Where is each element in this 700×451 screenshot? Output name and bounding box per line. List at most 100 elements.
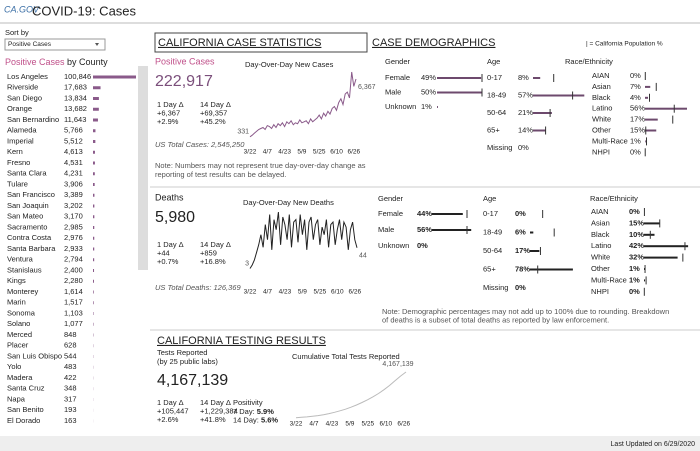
county-name: Santa Clara	[7, 169, 47, 178]
demo-pct: 42%	[629, 241, 644, 250]
demo-pct: 1%	[630, 136, 641, 145]
last-value-label: 4,167,139	[382, 361, 413, 368]
scrollbar[interactable]	[138, 66, 148, 270]
county-bar	[93, 247, 95, 251]
county-name: Orange	[7, 104, 32, 113]
county-value: 5,512	[64, 136, 83, 145]
positivity-value: 5.6%	[261, 415, 278, 424]
note: Note: Numbers may not represent true day…	[155, 161, 366, 170]
county-name: Contra Costa	[7, 233, 52, 242]
x-tick-label: 4/7	[263, 149, 272, 156]
county-bar	[93, 129, 96, 133]
demo-bar	[645, 118, 658, 121]
demo-bar	[437, 91, 482, 94]
county-value: 1,103	[64, 308, 83, 317]
demo-bar	[644, 233, 655, 236]
x-tick-label: 6/10	[331, 289, 344, 296]
demo-bar	[645, 129, 657, 132]
delta-label: 14 Day Δ	[200, 100, 231, 109]
x-tick-label: 3/22	[244, 289, 257, 296]
demo-label: Latino	[591, 241, 611, 250]
county-value: 2,280	[64, 276, 83, 285]
demo-label: 50-64	[483, 246, 502, 255]
demo-bar	[644, 245, 689, 248]
demo-group-title: Race/Ethnicity	[590, 194, 638, 203]
county-bar	[93, 279, 94, 283]
first-value-label: 3	[245, 260, 249, 267]
county-name: Riverside	[7, 83, 38, 92]
county-value: 2,933	[64, 244, 83, 253]
county-bar	[93, 301, 94, 305]
x-tick-label: 5/9	[345, 421, 354, 428]
county-value: 163	[64, 416, 77, 425]
county-name: San Joaquin	[7, 201, 49, 210]
x-tick-label: 6/10	[379, 421, 392, 428]
demo-pct: 0%	[417, 241, 428, 250]
county-name: Tulare	[7, 179, 28, 188]
county-value: 317	[64, 394, 77, 403]
county-value: 1,077	[64, 319, 83, 328]
county-value: 2,794	[64, 255, 83, 264]
trend-line	[249, 71, 357, 138]
county-name: San Luis Obispo	[7, 351, 62, 360]
delta-pct: +41.8%	[200, 415, 226, 424]
demo-bar	[530, 250, 540, 252]
county-bar	[93, 150, 95, 154]
trend-line	[295, 371, 407, 419]
county-value: 422	[64, 373, 77, 382]
footer	[0, 436, 700, 451]
demo-group-title: Gender	[378, 194, 404, 203]
x-tick-label: 6/10	[330, 149, 343, 156]
demo-label: Multi-Race	[592, 136, 628, 145]
demo-label: AIAN	[591, 207, 609, 216]
x-tick-label: 6/26	[397, 421, 410, 428]
county-value: 3,202	[64, 201, 83, 210]
county-bar	[93, 183, 95, 186]
last-updated: Last Updated on 6/29/2020	[611, 441, 696, 448]
county-name: Imperial	[7, 136, 34, 145]
demo-label: 0-17	[487, 73, 502, 82]
demo-bar	[644, 222, 660, 225]
county-name: Los Angeles	[7, 72, 48, 81]
select-arrow	[95, 43, 99, 46]
demo-pct: 0%	[630, 147, 641, 156]
demo-label: 18-49	[483, 227, 502, 236]
county-name: San Benito	[7, 405, 44, 414]
county-name: Sonoma	[7, 308, 36, 317]
sidebar-heading: Positive Cases by County	[5, 57, 108, 67]
county-name: Sacramento	[7, 222, 47, 231]
county-value: 5,766	[64, 126, 83, 135]
delta-count: +859	[200, 248, 217, 257]
x-tick-label: 5/9	[297, 149, 306, 156]
delta-pct: +2.6%	[157, 415, 179, 424]
county-bar	[93, 86, 101, 90]
sort-select[interactable]	[4, 38, 106, 51]
county-bar	[93, 258, 95, 262]
demo-pct: 0%	[515, 283, 526, 292]
x-tick-label: 4/23	[279, 289, 292, 296]
demo-label: AIAN	[592, 71, 610, 80]
sort-value[interactable]: Positive Cases	[8, 41, 52, 48]
x-tick-label: 5/25	[362, 421, 375, 428]
demo-bar	[644, 279, 646, 282]
demo-pct: 21%	[518, 108, 533, 117]
demo-pct: 14%	[518, 125, 533, 134]
county-name: Santa Barbara	[7, 244, 56, 253]
metric-total: 4,167,139	[157, 372, 228, 389]
demo-group-title: Age	[483, 194, 496, 203]
county-name: Alameda	[7, 126, 37, 135]
x-tick-label: 5/25	[314, 289, 327, 296]
demo-label: 0-17	[483, 209, 498, 218]
demo-pct: 6%	[515, 227, 526, 236]
x-tick-label: 3/22	[290, 421, 303, 428]
demo-bar	[437, 106, 438, 108]
county-name: San Bernardino	[7, 115, 59, 124]
county-value: 628	[64, 341, 77, 350]
demo-pct: 49%	[421, 73, 436, 82]
demo-pct: 1%	[629, 275, 640, 284]
demo-bar	[533, 129, 546, 132]
county-value: 2,985	[64, 222, 83, 231]
demo-pct: 0%	[515, 209, 526, 218]
demo-label: White	[591, 253, 610, 262]
county-name: San Mateo	[7, 212, 43, 221]
